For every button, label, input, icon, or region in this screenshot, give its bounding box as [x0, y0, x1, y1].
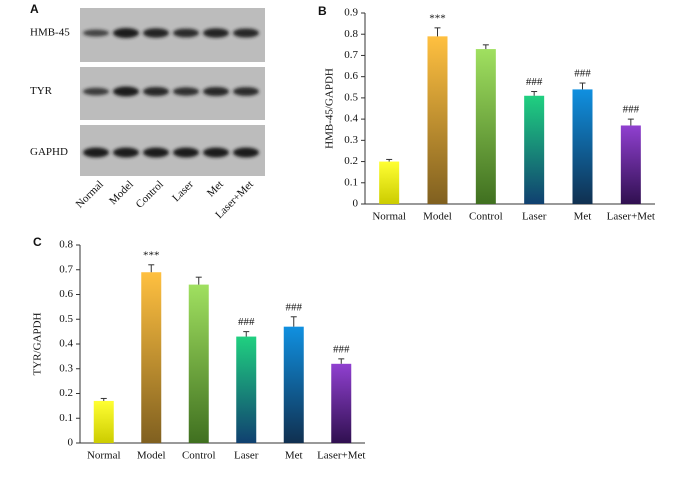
x-tick-label: Laser+Met [317, 450, 365, 462]
error-bar [243, 331, 250, 337]
blot-band [83, 29, 109, 37]
panel-label: B [318, 4, 327, 18]
error-bar [195, 276, 202, 285]
annotation: ### [623, 104, 640, 116]
error-bar [338, 358, 345, 364]
x-tick-label: Model [137, 450, 166, 462]
y-tick-label: 0.2 [344, 155, 358, 167]
row-label: TYR [30, 85, 53, 97]
blot-band [143, 86, 169, 97]
x-tick-label: Normal [372, 211, 406, 223]
y-tick-label: 0.1 [344, 176, 358, 188]
annotation: ### [526, 76, 543, 88]
y-tick-label: 0.5 [59, 313, 73, 325]
blot-band [113, 86, 139, 97]
bar [379, 161, 400, 204]
y-tick-label: 0 [68, 437, 74, 449]
x-tick-label: Control [469, 211, 503, 223]
blot-band [233, 147, 259, 158]
y-tick-label: 0.2 [59, 387, 73, 399]
x-tick-label: Met [285, 450, 303, 462]
y-tick-label: 0.3 [344, 134, 358, 146]
error-bar [100, 397, 107, 401]
x-tick-label: Control [182, 450, 216, 462]
annotation: ### [238, 316, 255, 328]
annotation: *** [143, 249, 160, 261]
bar [427, 36, 448, 204]
blot-band [83, 87, 109, 96]
blot-band [203, 28, 229, 38]
blot-band [203, 86, 229, 97]
blot-band [143, 28, 169, 38]
panel-label: C [33, 235, 42, 249]
error-bar [434, 27, 441, 37]
bar [331, 363, 352, 443]
blot-band [83, 147, 109, 158]
blot-band [113, 147, 139, 158]
y-tick-label: 0.8 [59, 239, 73, 251]
bar [283, 326, 304, 443]
blot-band [143, 147, 169, 158]
x-tick-label: Model [423, 211, 452, 223]
blot-band [113, 28, 139, 38]
blot-band [173, 28, 199, 38]
y-tick-label: 0.5 [344, 91, 358, 103]
y-tick-label: 0.3 [59, 362, 73, 374]
y-tick-label: 0 [353, 198, 359, 210]
error-bar [482, 44, 489, 50]
y-tick-label: 0.1 [59, 412, 73, 424]
blot-strip [80, 67, 265, 120]
error-bar [531, 91, 538, 96]
y-tick-label: 0.4 [59, 338, 73, 350]
annotation: ### [574, 68, 591, 80]
y-tick-label: 0.4 [344, 113, 358, 125]
error-bar [627, 118, 634, 126]
y-tick-label: 0.7 [59, 263, 73, 275]
annotation: *** [429, 12, 446, 24]
blot-band [173, 87, 199, 96]
blot-strip [80, 8, 265, 62]
blot-band [203, 147, 229, 158]
bar [572, 89, 593, 204]
blot-band [233, 28, 259, 38]
error-bar [579, 82, 586, 90]
x-tick-label: Normal [87, 450, 121, 462]
y-axis-label: TYR/GAPDH [32, 312, 44, 375]
y-axis-label: HMB-45/GAPDH [324, 68, 336, 149]
lane-label: Normal [74, 178, 106, 210]
error-bar [290, 316, 297, 327]
bar [141, 272, 162, 443]
y-tick-label: 0.7 [344, 49, 358, 61]
bar [236, 336, 257, 443]
bar [620, 125, 641, 204]
lane-label: Laser [170, 178, 196, 204]
bar [475, 49, 496, 205]
x-tick-label: Laser [522, 211, 547, 223]
x-tick-label: Met [574, 211, 592, 223]
bar [188, 284, 209, 443]
row-label: GAPHD [30, 146, 68, 158]
y-tick-label: 0.9 [344, 7, 358, 19]
y-tick-label: 0.8 [344, 28, 358, 40]
x-tick-label: Laser [234, 450, 259, 462]
blot-band [173, 147, 199, 158]
bar [524, 95, 545, 204]
lane-label: Met [205, 178, 226, 199]
blot-band [233, 87, 259, 96]
error-bar [148, 264, 155, 273]
lane-label: Model [107, 178, 136, 207]
annotation: ### [286, 301, 303, 313]
y-tick-label: 0.6 [59, 288, 73, 300]
panel-label: A [30, 2, 39, 16]
x-tick-label: Laser+Met [607, 211, 655, 223]
y-tick-label: 0.6 [344, 70, 358, 82]
row-label: HMB-45 [30, 27, 70, 39]
error-bar [386, 158, 393, 162]
bar [93, 400, 114, 443]
lane-label: Control [134, 178, 166, 210]
annotation: ### [333, 343, 350, 355]
